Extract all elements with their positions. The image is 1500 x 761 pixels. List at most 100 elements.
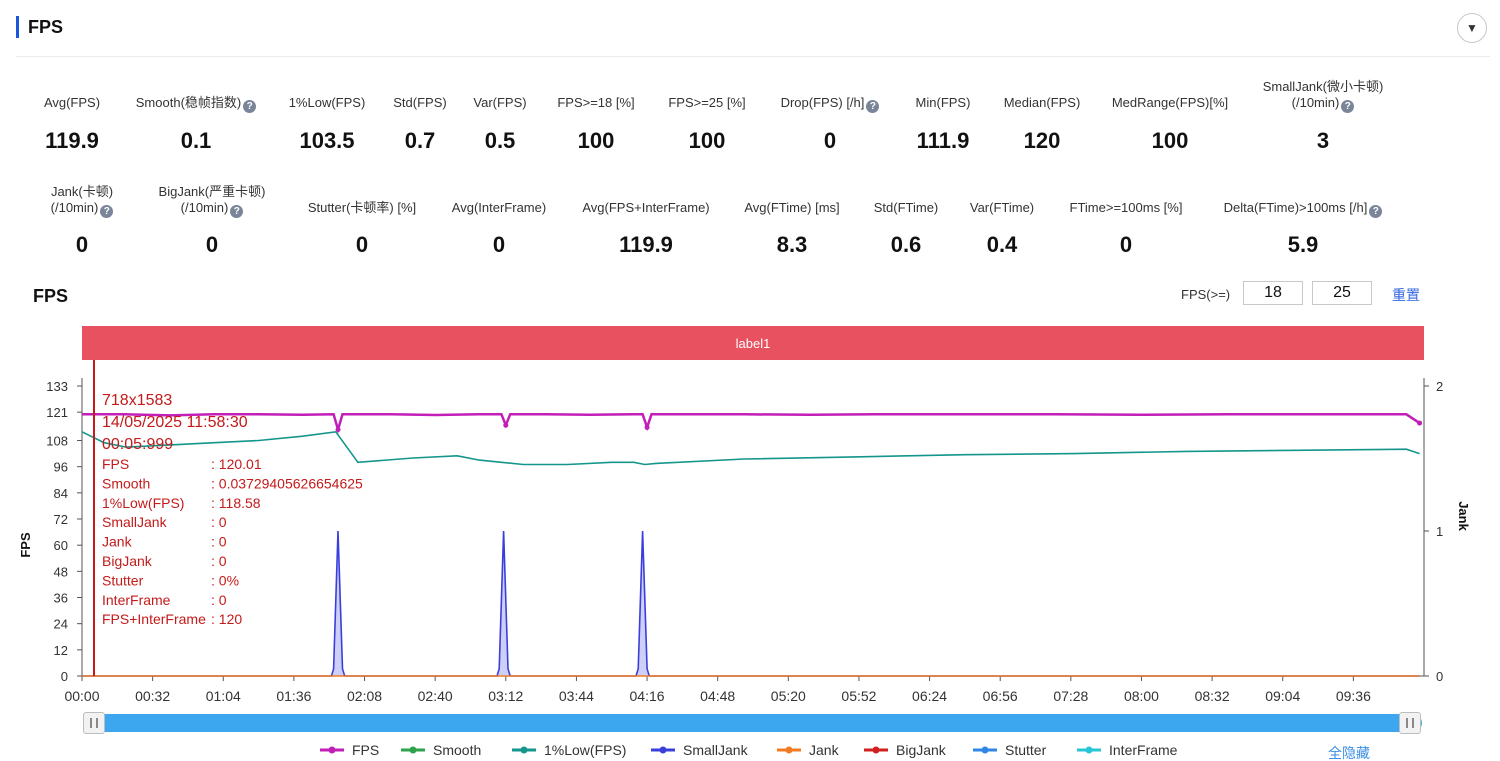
tooltip-value: : 0 xyxy=(211,534,227,550)
section-accent-bar xyxy=(16,16,19,38)
metric-4: Avg(FPS+InterFrame) 119.9 xyxy=(551,200,741,257)
tooltip-key: Jank xyxy=(102,534,133,550)
y-tick-label: 12 xyxy=(54,643,68,658)
metric-label: Delta(FTime)>100ms [/h]? xyxy=(1208,200,1398,218)
reset-button[interactable]: 重置 xyxy=(1392,287,1420,303)
metric-8: Min(FPS) 111.9 xyxy=(848,95,1038,153)
help-icon[interactable]: ? xyxy=(1369,205,1383,218)
metric-label: SmallJank(微小卡顿) xyxy=(1262,79,1384,94)
x-tick-label: 00:00 xyxy=(64,688,99,704)
metric-value: 0 xyxy=(355,232,369,257)
help-icon[interactable]: ? xyxy=(100,205,114,218)
tooltip-value: : 0 xyxy=(211,553,227,569)
metric-value: 0 xyxy=(492,232,506,257)
legend-item-bigjank[interactable]: BigJank xyxy=(864,742,946,758)
metric-label: Avg(FPS) xyxy=(43,95,101,110)
slider-handle-left[interactable] xyxy=(83,712,105,734)
legend-item-smalljank[interactable]: SmallJank xyxy=(651,742,748,758)
y-tick-label: 0 xyxy=(61,669,68,684)
fps-threshold-input-1[interactable] xyxy=(1243,281,1303,305)
x-tick-label: 03:12 xyxy=(488,688,523,704)
legend-item-1lowfps[interactable]: 1%Low(FPS) xyxy=(512,742,626,758)
x-tick-label: 09:36 xyxy=(1336,688,1371,704)
fps-threshold-label: FPS(>=) xyxy=(1181,287,1231,302)
metric-label: BigJank(严重卡顿) xyxy=(158,184,266,199)
y-tick-label: 60 xyxy=(54,538,68,553)
legend-swatch-icon xyxy=(401,746,425,754)
collapse-button[interactable]: ▼ xyxy=(1457,13,1487,43)
section-title: FPS xyxy=(28,16,64,37)
metric-label: Avg(InterFrame) xyxy=(451,200,547,215)
slider-handle-right[interactable] xyxy=(1399,712,1421,734)
x-tick-label: 05:20 xyxy=(771,688,806,704)
metric-value: 0.1 xyxy=(180,128,212,153)
y-tick-label: 121 xyxy=(46,405,68,420)
y-tick-label: 108 xyxy=(46,434,68,449)
metric-value: 0.7 xyxy=(404,128,436,153)
metric-value: 0 xyxy=(1119,232,1133,257)
metric-8: FTime>=100ms [%] 0 xyxy=(1031,200,1221,257)
legend-item-smooth[interactable]: Smooth xyxy=(401,742,481,758)
tooltip-key: FPS xyxy=(102,456,129,472)
x-tick-label: 02:40 xyxy=(418,688,453,704)
metric-7: Var(FTime) 0.4 xyxy=(907,200,1097,257)
tooltip-value: : 0 xyxy=(211,514,227,530)
metric-label-unit: (/10min)? xyxy=(0,200,177,218)
label-band[interactable]: label1 xyxy=(82,326,1424,360)
metric-7: Drop(FPS) [/h]? 0 xyxy=(735,95,925,153)
series-line-1lowfps xyxy=(81,430,1420,466)
fps-threshold-input-2[interactable] xyxy=(1312,281,1372,305)
legend-swatch-icon xyxy=(651,746,675,754)
x-tick-label: 05:52 xyxy=(841,688,876,704)
tooltip-value: : 120.01 xyxy=(211,456,262,472)
tooltip-value: : 0 xyxy=(211,592,227,608)
legend-swatch-icon xyxy=(973,746,997,754)
x-tick-label: 09:04 xyxy=(1265,688,1300,704)
x-tick-label: 07:28 xyxy=(1053,688,1088,704)
label-band-text: label1 xyxy=(735,335,771,351)
legend-item-interframe[interactable]: InterFrame xyxy=(1077,742,1177,758)
y-tick-label: 133 xyxy=(46,379,68,394)
hide-all-button[interactable]: 全隐藏 xyxy=(1328,745,1370,761)
tooltip-key: SmallJank xyxy=(102,514,168,530)
y-tick-label: 36 xyxy=(54,591,68,606)
tooltip-key: Stutter xyxy=(102,572,144,588)
metric-label: Drop(FPS) [/h]? xyxy=(735,95,925,113)
y-right-tick-label: 0 xyxy=(1436,669,1443,684)
tooltip-value: : 120 xyxy=(211,611,242,627)
metric-value: 100 xyxy=(1151,128,1189,153)
metric-label: Median(FPS) xyxy=(1003,95,1081,110)
legend-label: FPS xyxy=(352,742,380,758)
y-tick-label: 96 xyxy=(54,460,68,475)
legend-item-stutter[interactable]: Stutter xyxy=(973,742,1046,758)
metric-5: Avg(FTime) [ms] 8.3 xyxy=(697,200,887,257)
help-icon[interactable]: ? xyxy=(243,100,257,113)
tooltip-key: BigJank xyxy=(102,553,153,569)
metric-label: FTime>=100ms [%] xyxy=(1069,200,1183,215)
legend-label: 1%Low(FPS) xyxy=(544,742,627,758)
series-area-smalljank xyxy=(82,531,1420,676)
legend-item-fps[interactable]: FPS xyxy=(320,742,379,758)
legend-swatch-icon xyxy=(864,746,888,754)
metric-label: Std(FPS) xyxy=(393,95,447,110)
x-tick-label: 01:36 xyxy=(276,688,311,704)
metric-value: 3 xyxy=(1316,128,1330,153)
tooltip-value: : 0.03729405626654625 xyxy=(211,475,363,491)
metric-3: Std(FPS) 0.7 xyxy=(325,95,515,153)
metric-label: Smooth(稳帧指数)? xyxy=(101,95,291,113)
legend-item-jank[interactable]: Jank xyxy=(777,742,839,758)
help-icon[interactable]: ? xyxy=(230,205,244,218)
metric-value: 0.6 xyxy=(890,232,922,257)
x-tick-label: 03:44 xyxy=(559,688,594,704)
fps-drop-point xyxy=(335,427,341,433)
time-range-slider[interactable] xyxy=(84,714,1422,732)
metric-value: 0.5 xyxy=(484,128,516,153)
metric-5: FPS>=18 [%] 100 xyxy=(501,95,691,153)
x-tick-label: 01:04 xyxy=(206,688,241,704)
chart-title: FPS xyxy=(33,286,69,306)
legend-label: SmallJank xyxy=(683,742,748,758)
help-icon[interactable]: ? xyxy=(866,100,880,113)
help-icon[interactable]: ? xyxy=(1341,100,1355,113)
y-right-tick-label: 1 xyxy=(1436,524,1443,539)
